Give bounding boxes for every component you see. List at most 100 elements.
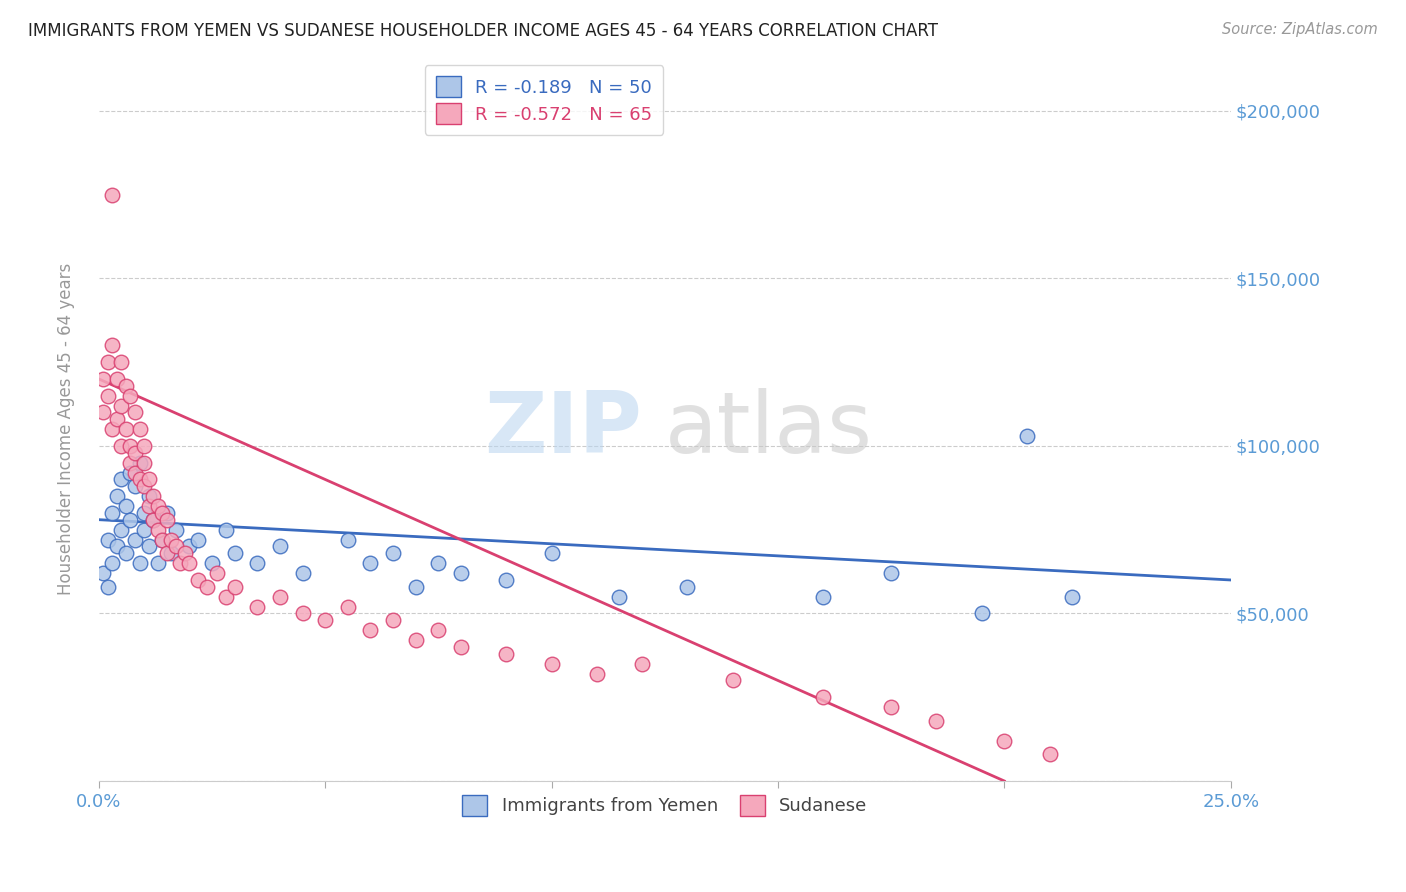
- Point: [150, 533, 173, 547]
- Point: [156, 506, 179, 520]
- Point: [160, 546, 183, 560]
- Point: [110, 355, 132, 369]
- Point: [269, 540, 291, 554]
- Point: [97, 533, 120, 547]
- Point: [115, 422, 138, 436]
- Point: [138, 500, 160, 514]
- Point: [91, 372, 114, 386]
- Point: [721, 673, 744, 688]
- Point: [138, 540, 160, 554]
- Point: [128, 473, 150, 487]
- Point: [214, 523, 236, 537]
- Point: [179, 556, 201, 570]
- Point: [132, 523, 155, 537]
- Point: [105, 540, 128, 554]
- Point: [110, 439, 132, 453]
- Point: [246, 556, 269, 570]
- Point: [120, 389, 142, 403]
- Point: [1062, 590, 1084, 604]
- Point: [495, 573, 517, 587]
- Point: [120, 466, 142, 480]
- Point: [142, 513, 165, 527]
- Point: [382, 546, 405, 560]
- Point: [205, 566, 228, 581]
- Point: [128, 556, 150, 570]
- Point: [291, 566, 314, 581]
- Point: [156, 513, 179, 527]
- Point: [382, 613, 405, 627]
- Point: [405, 633, 427, 648]
- Point: [314, 613, 336, 627]
- Point: [880, 700, 903, 714]
- Point: [101, 338, 124, 352]
- Point: [132, 456, 155, 470]
- Point: [336, 599, 359, 614]
- Point: [124, 445, 146, 459]
- Point: [97, 389, 120, 403]
- Point: [110, 523, 132, 537]
- Point: [97, 355, 120, 369]
- Point: [165, 540, 187, 554]
- Point: [187, 533, 209, 547]
- Text: ZIP: ZIP: [484, 388, 643, 471]
- Point: [880, 566, 903, 581]
- Point: [91, 405, 114, 419]
- Point: [197, 580, 219, 594]
- Point: [124, 466, 146, 480]
- Point: [495, 647, 517, 661]
- Point: [1015, 429, 1038, 443]
- Point: [169, 556, 191, 570]
- Point: [142, 513, 165, 527]
- Point: [359, 556, 381, 570]
- Point: [450, 566, 472, 581]
- Point: [179, 540, 201, 554]
- Point: [450, 640, 472, 654]
- Y-axis label: Householder Income Ages 45 - 64 years: Householder Income Ages 45 - 64 years: [58, 263, 75, 595]
- Point: [993, 733, 1015, 747]
- Point: [101, 422, 124, 436]
- Point: [124, 533, 146, 547]
- Point: [105, 412, 128, 426]
- Point: [609, 590, 631, 604]
- Point: [101, 187, 124, 202]
- Point: [585, 666, 607, 681]
- Point: [101, 506, 124, 520]
- Point: [214, 590, 236, 604]
- Point: [124, 405, 146, 419]
- Point: [115, 546, 138, 560]
- Point: [160, 533, 183, 547]
- Point: [427, 556, 450, 570]
- Point: [146, 556, 169, 570]
- Point: [359, 624, 381, 638]
- Point: [224, 580, 246, 594]
- Legend: Immigrants from Yemen, Sudanese: Immigrants from Yemen, Sudanese: [453, 786, 876, 825]
- Point: [405, 580, 427, 594]
- Text: atlas: atlas: [665, 388, 873, 471]
- Point: [540, 657, 562, 671]
- Point: [120, 439, 142, 453]
- Point: [101, 556, 124, 570]
- Point: [97, 580, 120, 594]
- Point: [110, 399, 132, 413]
- Point: [91, 566, 114, 581]
- Point: [128, 456, 150, 470]
- Point: [246, 599, 269, 614]
- Point: [336, 533, 359, 547]
- Point: [105, 372, 128, 386]
- Point: [142, 489, 165, 503]
- Point: [110, 473, 132, 487]
- Point: [165, 523, 187, 537]
- Point: [105, 489, 128, 503]
- Point: [115, 378, 138, 392]
- Point: [925, 714, 948, 728]
- Point: [150, 533, 173, 547]
- Point: [132, 439, 155, 453]
- Point: [150, 506, 173, 520]
- Point: [631, 657, 654, 671]
- Point: [291, 607, 314, 621]
- Point: [224, 546, 246, 560]
- Point: [269, 590, 291, 604]
- Point: [173, 546, 195, 560]
- Point: [138, 473, 160, 487]
- Point: [120, 456, 142, 470]
